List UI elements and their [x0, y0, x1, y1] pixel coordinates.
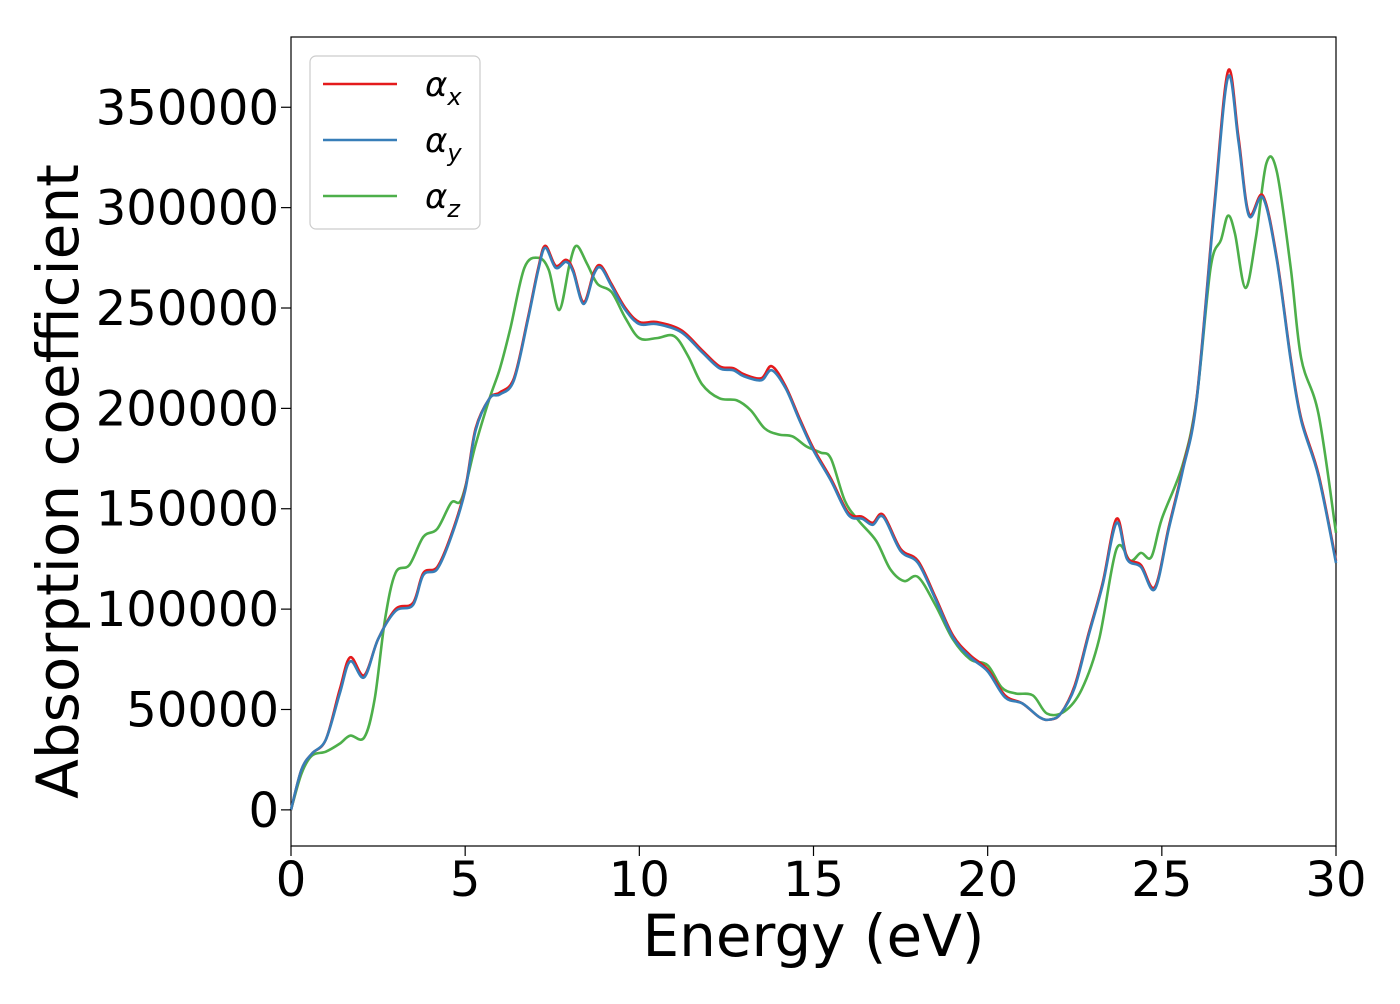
legend-box	[309, 55, 481, 230]
y-tick-label: 100000	[96, 582, 279, 638]
y-axis-title: Absorption coefficient	[24, 164, 92, 799]
x-tick-label: 0	[276, 852, 307, 908]
y-tick-label: 50000	[126, 682, 279, 738]
y-tick-label: 250000	[96, 281, 279, 337]
x-tick-label: 25	[1131, 852, 1192, 908]
y-tick-label: 200000	[96, 381, 279, 437]
y-tick-label: 300000	[96, 181, 279, 237]
x-tick-label: 30	[1305, 852, 1366, 908]
series-layer	[289, 68, 1338, 811]
x-tick-label: 10	[609, 852, 670, 908]
x-tick-label: 15	[783, 852, 844, 908]
y-tick-label: 150000	[96, 482, 279, 538]
y-axis-ticks: 0 50000 100000 150000 200000 250000 300000 3500…	[96, 80, 291, 839]
x-axis-title: Energy (eV)	[642, 902, 984, 970]
y-tick-label: 0	[248, 783, 279, 839]
y-tick-label: 350000	[96, 80, 279, 136]
series-line-y	[289, 74, 1338, 811]
x-axis-ticks: 0 5 10 15 20 25 30	[276, 846, 1367, 908]
x-tick-label: 20	[957, 852, 1018, 908]
x-tick-label: 5	[450, 852, 481, 908]
